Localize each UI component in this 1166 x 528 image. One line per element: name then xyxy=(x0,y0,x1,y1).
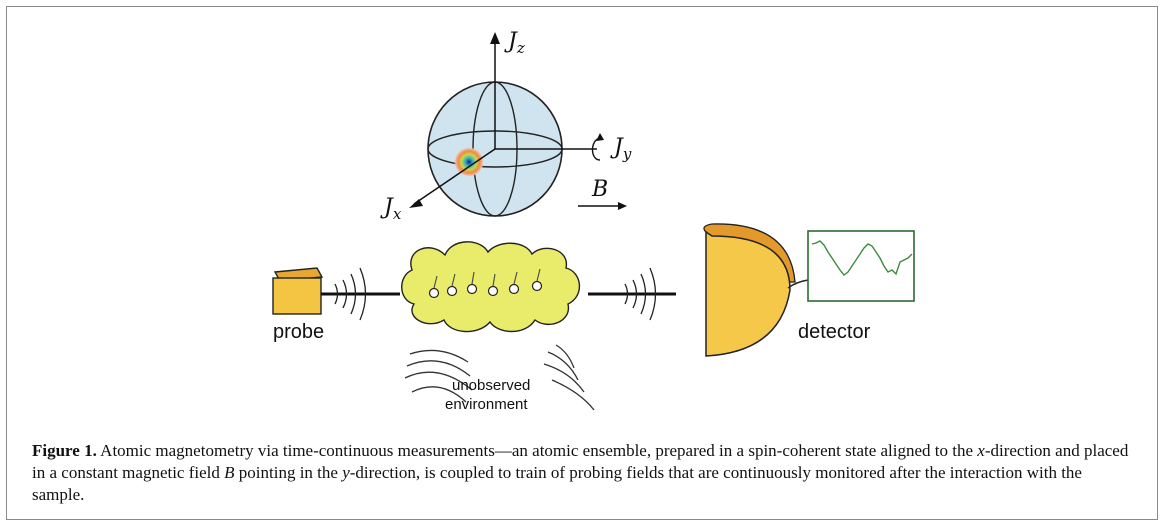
caption-text: -direction, is coupled to train of probi… xyxy=(32,463,1082,504)
probe-box xyxy=(272,277,322,315)
b-field-label: B xyxy=(591,177,608,202)
probe xyxy=(272,267,400,321)
caption-x-variable: x xyxy=(977,441,985,460)
jz-arrowhead xyxy=(490,32,500,44)
caption-lead: Figure 1. xyxy=(32,441,97,460)
figure-caption: Figure 1. Atomic magnetometry via time-c… xyxy=(32,440,1132,506)
caption-y-variable: y xyxy=(342,463,350,482)
magnetic-field: B xyxy=(578,177,627,210)
atom xyxy=(487,285,499,297)
atom xyxy=(531,280,543,292)
rotation-arrowhead xyxy=(596,133,604,141)
monitor-frame xyxy=(807,230,915,302)
outgoing-beam xyxy=(588,267,676,321)
caption-b-variable: B xyxy=(224,463,235,482)
b-field-arrowhead xyxy=(618,202,627,210)
caption-text: -direction and placed in a constant magn… xyxy=(32,441,1129,482)
jx-label: Jx xyxy=(380,195,402,223)
jy-label: Jy xyxy=(610,135,632,163)
magnetometry-diagram: Jz Jy Jx B probe xyxy=(272,29,915,413)
coherent-state-spot xyxy=(454,147,484,177)
atom xyxy=(428,287,440,299)
detector-body xyxy=(705,230,791,357)
jz-label: Jz xyxy=(504,29,525,57)
probe-label: probe xyxy=(273,321,324,343)
figure-frame xyxy=(6,6,1158,520)
detector-cable xyxy=(787,279,809,289)
jx-arrowhead xyxy=(409,199,423,208)
atom xyxy=(508,283,520,295)
signal-trace xyxy=(811,240,913,276)
caption-text: Atomic magnetometry via time-continuous … xyxy=(96,441,978,460)
detector xyxy=(703,223,809,357)
jx-axis xyxy=(413,148,496,205)
atomic-ensemble xyxy=(401,241,581,333)
caption-text: pointing in the xyxy=(234,463,343,482)
environment-label-line2: environment xyxy=(445,396,528,413)
atom xyxy=(446,285,458,297)
environment-label-line1: unobserved xyxy=(452,377,530,394)
signal-monitor xyxy=(807,230,915,302)
environment-waves xyxy=(404,344,595,411)
detector-label: detector xyxy=(798,321,871,343)
atom xyxy=(466,283,478,295)
bloch-sphere xyxy=(409,32,604,217)
